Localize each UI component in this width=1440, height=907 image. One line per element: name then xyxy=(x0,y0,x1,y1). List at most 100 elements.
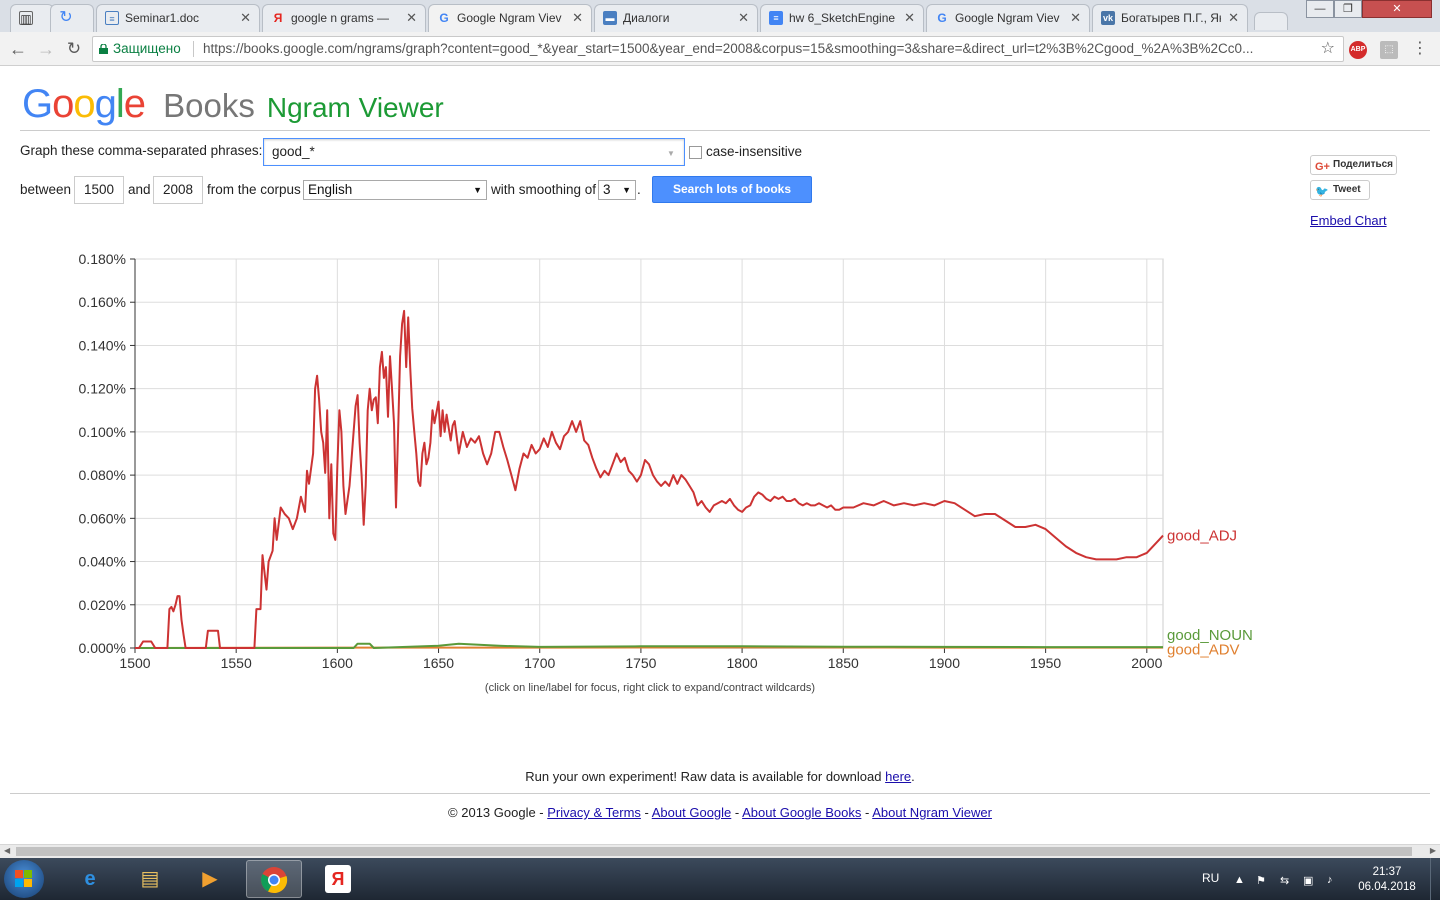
back-icon[interactable]: ← xyxy=(9,39,27,59)
y-tick-label: 0.160% xyxy=(79,294,126,310)
secure-label: Защищено xyxy=(113,41,181,56)
ngram-chart[interactable]: 1500 1550 1600 1650 1700 1750 1800 1850 1900 1950… xyxy=(0,66,1440,706)
between-label: between xyxy=(20,182,72,197)
internet-explorer-icon[interactable]: e xyxy=(84,868,96,890)
close-icon[interactable]: ✕ xyxy=(1228,10,1239,25)
forward-icon[interactable]: → xyxy=(37,39,55,59)
chrome-icon[interactable] xyxy=(246,860,302,898)
close-window-button[interactable]: ✕ xyxy=(1362,0,1432,18)
start-button[interactable] xyxy=(4,860,44,898)
address-bar[interactable]: Защищено https://books.google.com/ngrams… xyxy=(92,36,1344,62)
series-line-good_NOUN[interactable] xyxy=(135,642,1163,649)
scroll-left-icon[interactable]: ◀ xyxy=(4,846,11,855)
restore-button[interactable]: ❐ xyxy=(1334,0,1362,18)
tab-loading[interactable]: ↻ xyxy=(50,4,94,32)
about-google-books-link[interactable]: About Google Books xyxy=(742,805,862,820)
x-tick-label: 1750 xyxy=(625,655,656,671)
url-text[interactable]: https://books.google.com/ngrams/graph?co… xyxy=(203,41,1254,56)
x-tick-label: 1550 xyxy=(221,655,252,671)
about-google-link[interactable]: About Google xyxy=(651,805,732,820)
series-label-good_NOUN[interactable]: good_NOUN xyxy=(1167,627,1253,644)
tab-sketchengine[interactable]: ≡ hw 6_SketchEngine ✕ xyxy=(760,4,924,32)
network-icon[interactable]: ▣ xyxy=(1303,875,1314,887)
privacy-terms-link[interactable]: Privacy & Terms xyxy=(547,805,641,820)
google-icon: G xyxy=(937,11,947,25)
show-desktop-button[interactable] xyxy=(1430,858,1440,900)
chart-grid xyxy=(134,258,1164,649)
chevron-down-icon: ▼ xyxy=(622,185,631,195)
close-icon[interactable]: ✕ xyxy=(904,10,915,25)
about-ngram-viewer-link[interactable]: About Ngram Viewer xyxy=(872,805,992,820)
series-line-good_ADJ[interactable] xyxy=(135,309,1164,649)
tab-apps[interactable]: ▥ xyxy=(10,4,54,32)
file-explorer-icon[interactable]: ▤ xyxy=(140,868,160,890)
language-indicator[interactable]: RU xyxy=(1202,871,1220,885)
smoothing-select[interactable]: 3 ▼ xyxy=(598,180,636,200)
tab-title: google n grams — xyxy=(291,11,390,25)
scroll-right-icon[interactable]: ▶ xyxy=(1429,846,1436,855)
yandex-browser-icon[interactable]: Я xyxy=(310,860,366,898)
tweet-button[interactable]: 🐦 Tweet xyxy=(1310,180,1370,200)
reload-icon[interactable]: ↻ xyxy=(66,39,82,58)
x-tick-label: 1700 xyxy=(524,655,555,671)
embed-chart-link[interactable]: Embed Chart xyxy=(1310,213,1387,228)
books-wordmark: Books xyxy=(163,87,255,124)
vk-icon: vk xyxy=(1101,11,1115,25)
divider xyxy=(20,130,1430,131)
tab-ngram-2[interactable]: G Google Ngram Viev ✕ xyxy=(926,4,1090,32)
tab-yandex-search[interactable]: Я google n grams — ✕ xyxy=(262,4,426,32)
year-end-input[interactable]: 2008 xyxy=(153,176,203,204)
case-insensitive-checkbox[interactable] xyxy=(689,146,702,159)
footer-sep: - xyxy=(640,805,652,820)
google-books-ngram-logo[interactable]: Google Books Ngram Viewer xyxy=(22,82,444,126)
google-icon: G xyxy=(439,11,449,25)
corpus-select[interactable]: English ▼ xyxy=(303,180,487,200)
new-tab-button[interactable] xyxy=(1254,12,1288,30)
menu-icon[interactable]: ⋮ xyxy=(1412,40,1428,57)
clock-time: 21:37 xyxy=(1372,866,1402,878)
chart-hint: (click on line/label for focus, right cl… xyxy=(484,682,816,694)
series-label-good_ADJ[interactable]: good_ADJ xyxy=(1167,528,1237,545)
tab-title: Seminar1.doc xyxy=(125,11,200,25)
minimize-button[interactable]: — xyxy=(1306,0,1334,18)
adblock-icon[interactable]: ABP xyxy=(1349,41,1367,59)
windows-logo-icon xyxy=(15,870,32,887)
gplus-icon: G+ xyxy=(1315,161,1330,173)
x-tick-label: 1950 xyxy=(1030,655,1061,671)
tab-dialogi[interactable]: ▬ Диалоги ✕ xyxy=(594,4,758,32)
tab-seminar[interactable]: ≡ Seminar1.doc ✕ xyxy=(96,4,260,32)
volume-icon[interactable]: ♪ xyxy=(1327,874,1333,886)
chevron-down-icon[interactable]: ▼ xyxy=(667,149,675,158)
action-center-flag-icon[interactable]: ⚑ xyxy=(1256,875,1266,887)
raw-data-link[interactable]: here xyxy=(885,769,912,784)
gplus-share-button[interactable]: G+ Поделиться xyxy=(1310,155,1397,175)
close-icon[interactable]: ✕ xyxy=(406,10,417,25)
twitter-bird-icon: 🐦 xyxy=(1315,186,1329,198)
close-icon[interactable]: ✕ xyxy=(738,10,749,25)
clock[interactable]: 21:37 06.04.2018 xyxy=(1356,865,1418,895)
close-icon[interactable]: ✕ xyxy=(1070,10,1081,25)
scrollbar-thumb[interactable] xyxy=(16,847,1412,856)
tab-vk[interactable]: vk Богатырев П.Г., Яко ✕ xyxy=(1092,4,1248,32)
chart-series[interactable] xyxy=(134,309,1164,649)
phrase-input[interactable]: good_* xyxy=(263,138,685,166)
x-tick-label: 2000 xyxy=(1131,655,1162,671)
year-start-input[interactable]: 1500 xyxy=(74,176,124,204)
horizontal-scrollbar[interactable]: ◀ ▶ xyxy=(0,844,1440,858)
close-icon[interactable]: ✕ xyxy=(572,10,583,25)
google-wordmark: Google xyxy=(22,82,146,126)
tab-ngram-active[interactable]: G Google Ngram Viev ✕ xyxy=(428,4,592,32)
bookmark-star-icon[interactable]: ☆ xyxy=(1320,40,1335,57)
footer-sep: - xyxy=(861,805,873,820)
close-icon[interactable]: ✕ xyxy=(240,10,251,25)
tray-expand-icon[interactable]: ▲ xyxy=(1234,874,1245,886)
y-tick-label: 0.120% xyxy=(79,381,126,397)
raw-data-text: Run your own experiment! Raw data is ava… xyxy=(525,769,886,784)
smoothing-value: 3 xyxy=(603,182,611,197)
media-player-icon[interactable]: ▶ xyxy=(202,868,218,890)
usb-icon[interactable]: ⇆ xyxy=(1280,875,1290,887)
search-button[interactable]: Search lots of books xyxy=(652,176,812,203)
pdf-extension-icon[interactable]: ⬚ xyxy=(1380,41,1398,59)
series-label-good_ADV[interactable]: good_ADV xyxy=(1167,642,1240,659)
